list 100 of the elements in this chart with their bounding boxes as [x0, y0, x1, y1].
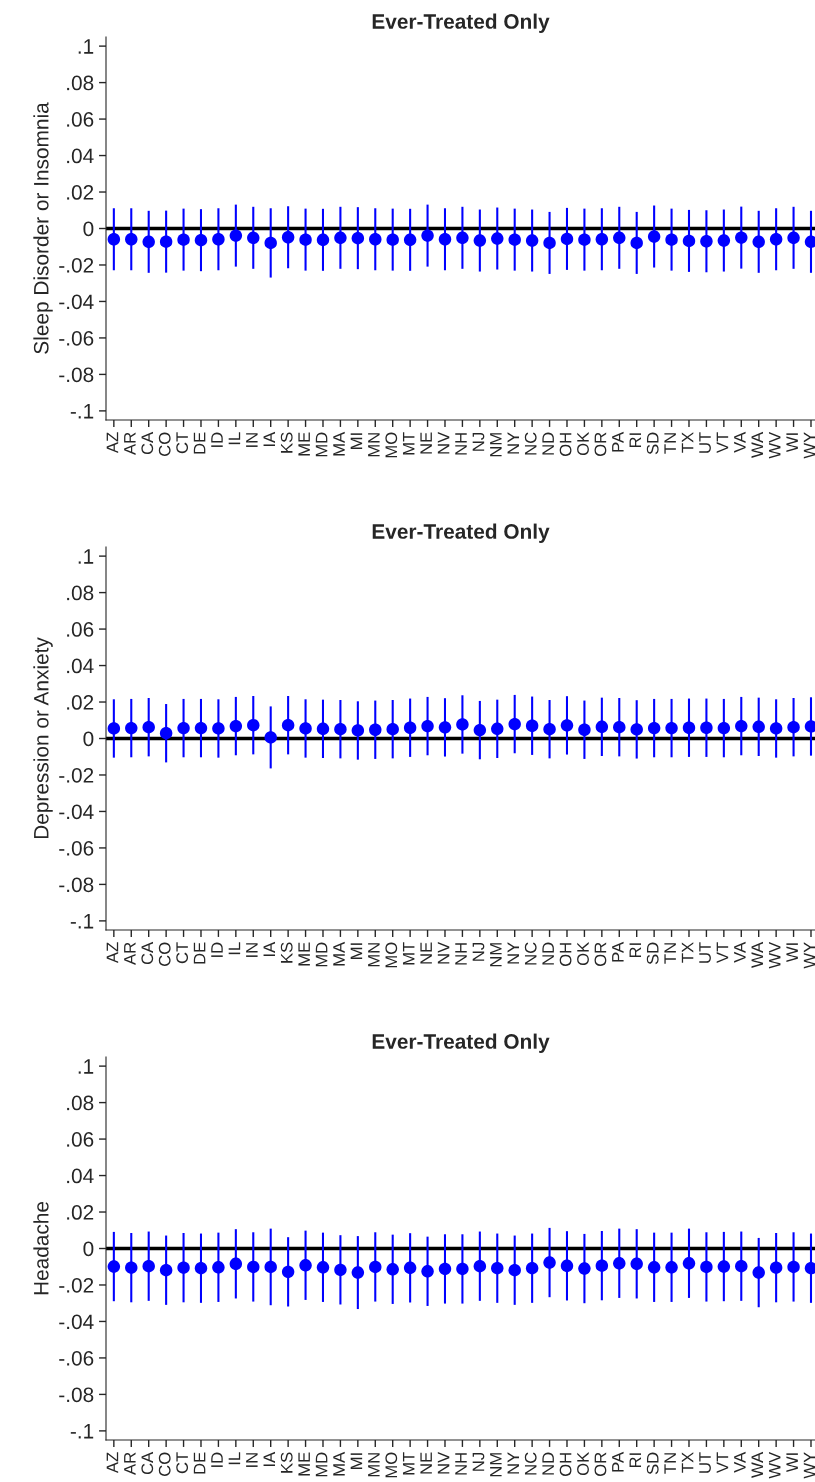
point [595, 720, 609, 734]
x-tick-label: MI [350, 433, 363, 449]
point [159, 727, 173, 740]
point [334, 1263, 347, 1277]
point [613, 231, 626, 245]
y-tick-label: .1 [78, 1059, 94, 1074]
point [804, 235, 815, 249]
x-tick-label: NH [455, 943, 467, 965]
y-tick-label: .04 [67, 1168, 94, 1184]
point [264, 731, 277, 744]
y-tick-label: .04 [67, 148, 94, 164]
x-tick-label: NV [437, 941, 450, 964]
y-tick-label: 0 [83, 1241, 94, 1257]
x-tick-label: TN [664, 433, 676, 454]
point [421, 1265, 434, 1278]
x-tick-label: NE [420, 1452, 432, 1474]
x-tick-label: UT [699, 942, 711, 963]
point [752, 235, 765, 249]
point [525, 1261, 539, 1275]
x-tick-label: CT [176, 432, 189, 454]
x-tick-label: VT [716, 432, 729, 454]
point [508, 233, 521, 246]
x-tick-label: ID [211, 1452, 223, 1467]
x-tick-label: ND [542, 1452, 554, 1475]
point [212, 1261, 225, 1274]
x-tick-label: UT [699, 1452, 711, 1473]
point [334, 231, 347, 245]
x-tick-label: TN [664, 943, 676, 964]
point [769, 722, 783, 735]
x-tick-label: ME [298, 942, 310, 966]
point [769, 1261, 783, 1274]
point [735, 1259, 748, 1273]
x-tick-label: WV [768, 941, 781, 969]
point [578, 233, 591, 246]
point [369, 723, 382, 736]
y-tick-label: 0 [83, 731, 94, 747]
point [177, 1261, 190, 1274]
y-axis-title: Depression or Anxiety [33, 637, 53, 839]
y-axis-title: Sleep Disorder or Insomnia [33, 102, 53, 354]
point [647, 230, 661, 243]
point [194, 1261, 208, 1275]
x-tick-label: ND [542, 942, 554, 965]
x-tick-label: OK [577, 1451, 589, 1476]
point [456, 718, 469, 731]
x-tick-label: NC [524, 1452, 537, 1475]
x-tick-label: MD [315, 1452, 328, 1477]
point [560, 719, 574, 732]
x-tick-label: IA [263, 1451, 276, 1467]
point [212, 233, 225, 246]
point [456, 231, 469, 245]
x-tick-label: VT [716, 942, 729, 964]
point [717, 234, 731, 247]
x-tick-label: MT [402, 942, 415, 965]
x-tick-label: NY [507, 942, 520, 964]
point [752, 720, 765, 734]
x-tick-label: MT [402, 432, 415, 455]
point [508, 1263, 521, 1277]
point [682, 721, 696, 734]
y-tick-label: -.1 [70, 1424, 94, 1439]
y-tick-label: .1 [78, 549, 94, 564]
point [491, 232, 504, 245]
point [508, 717, 521, 731]
y-tick-label: -.04 [59, 804, 94, 820]
point [369, 233, 382, 246]
point [194, 233, 208, 247]
x-tick-label: UT [699, 432, 711, 453]
point [421, 229, 434, 242]
y-tick-label: .08 [67, 75, 94, 91]
x-tick-label: OH [559, 943, 572, 967]
x-tick-label: CO [158, 942, 171, 966]
point [543, 236, 556, 250]
x-tick-label: OR [594, 432, 607, 457]
point [787, 1260, 800, 1274]
chart-title: Ever-Treated Only [372, 523, 550, 543]
x-tick-label: NE [420, 432, 432, 454]
x-tick-label: TX [681, 432, 694, 453]
point [665, 233, 678, 246]
x-tick-label: NJ [472, 1453, 485, 1471]
point [665, 1261, 678, 1274]
point [630, 1257, 643, 1271]
x-tick-label: WV [768, 431, 781, 459]
y-tick-label: -.04 [59, 294, 94, 310]
x-tick-label: IN [246, 433, 258, 447]
point [386, 1263, 399, 1276]
point [403, 721, 417, 734]
point [525, 719, 539, 732]
x-tick-label: IA [263, 431, 276, 447]
x-tick-label: WY [803, 1452, 815, 1479]
point [125, 233, 138, 246]
x-tick-label: OR [594, 942, 607, 967]
point [491, 722, 504, 736]
point [473, 1259, 487, 1273]
y-tick-label: -.08 [59, 367, 94, 383]
point [334, 722, 347, 736]
y-tick-label: -.06 [59, 330, 94, 346]
point [525, 234, 539, 247]
point [247, 718, 260, 732]
y-tick-label: .02 [67, 1205, 94, 1220]
y-tick-label: -.02 [59, 1277, 94, 1293]
x-tick-label: MT [402, 1452, 415, 1475]
